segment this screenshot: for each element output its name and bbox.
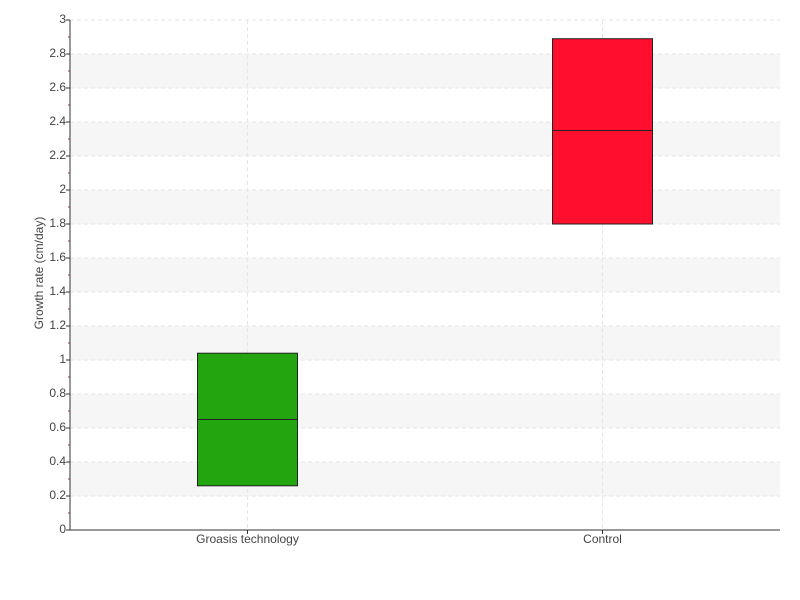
box (552, 38, 653, 225)
y-tick-label: 1.4 (49, 284, 66, 298)
grid-band (70, 326, 780, 360)
y-tick-label: 0.6 (49, 420, 66, 434)
grid-band (70, 190, 780, 224)
y-axis-label: Growth rate (cm/day) (32, 217, 46, 330)
y-tick-label: 1.8 (49, 216, 66, 230)
x-tick-label: Groasis technology (196, 532, 299, 546)
grid-band (70, 258, 780, 292)
y-tick-label: 2.8 (49, 46, 66, 60)
x-tick-label: Control (583, 532, 622, 546)
y-tick-label: 0 (59, 522, 66, 536)
y-tick-label: 0.8 (49, 386, 66, 400)
grid-band (70, 394, 780, 428)
y-tick-label: 1 (59, 352, 66, 366)
y-tick-label: 3 (59, 12, 66, 26)
y-tick-label: 0.4 (49, 454, 66, 468)
y-tick-label: 2 (59, 182, 66, 196)
y-tick-label: 1.6 (49, 250, 66, 264)
y-tick-label: 2.2 (49, 148, 66, 162)
grid-band (70, 54, 780, 88)
y-tick-label: 0.2 (49, 488, 66, 502)
y-tick-label: 2.4 (49, 114, 66, 128)
y-tick-label: 1.2 (49, 318, 66, 332)
grid-band (70, 462, 780, 496)
y-tick-label: 2.6 (49, 80, 66, 94)
grid-band (70, 122, 780, 156)
